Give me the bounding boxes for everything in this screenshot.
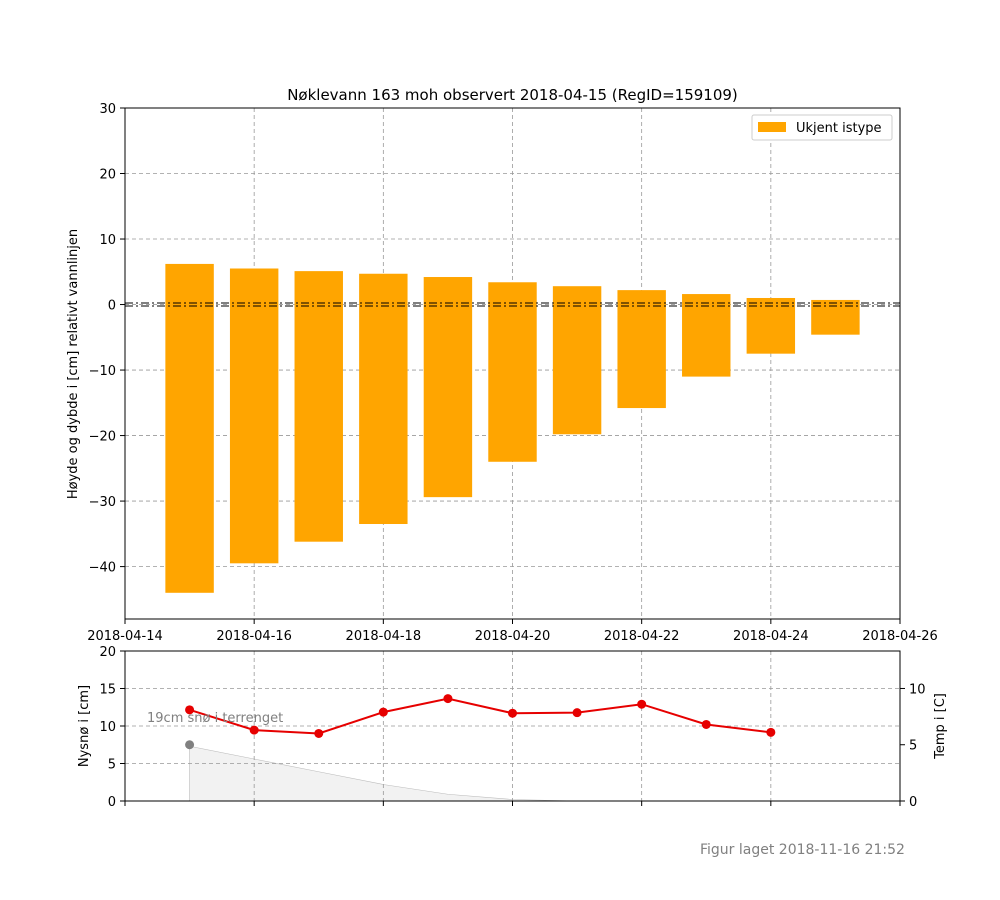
legend-swatch [758,122,786,132]
x-tick-label: 2018-04-24 [733,629,809,644]
temp-line [189,697,771,735]
main-chart-axes: 30 20 10 0 −10 −20 −30 −40 2018-04-14 2018-04-16 2… [87,102,938,644]
temp-point [249,725,259,735]
temperature-line [185,694,776,750]
figure-created-note: Figur laget 2018-11-16 21:52 [700,842,905,858]
x-tick-label: 2018-04-18 [346,629,422,644]
x-tick-label: 2018-04-26 [862,629,938,644]
y-tick-label: −40 [89,561,116,576]
y-tick-label: 10 [99,233,116,248]
temp-axis-label: Temp i [C] [933,693,948,760]
ice-bar [552,286,602,435]
legend-box [751,114,893,141]
ice-bar [682,294,731,377]
y-tick-label: 10 [99,720,116,735]
ice-bar [165,263,214,593]
x-tick-label: 2018-04-16 [216,629,292,644]
temp-point [766,727,776,737]
snow-axis-label: Nysnø i [cm] [77,685,92,767]
x-tick-label: 2018-04-22 [604,629,680,644]
temp-point [637,699,647,709]
y-tick-label: 20 [99,168,116,183]
temp-point [572,708,582,718]
ice-bar [294,271,343,542]
snow-annotation: 19cm snø i terrenget [147,711,283,726]
y2-tick-label: 5 [909,739,917,754]
y2-tick-label: 10 [909,682,926,697]
y-tick-label: −10 [89,364,116,379]
ice-bar [488,282,537,462]
ice-bar [811,299,860,335]
y-tick-label: 15 [99,683,116,698]
y-tick-label: −30 [89,495,116,510]
y-tick-label: 0 [108,299,116,314]
ice-bar [746,297,796,354]
y2-tick-label: 0 [909,795,917,810]
temp-point [185,705,195,715]
ice-bar [229,268,279,564]
ice-bar [617,290,666,409]
x-tick-label: 2018-04-14 [87,629,163,644]
temp-point [508,708,517,718]
y-tick-label: 30 [99,102,116,117]
y-tick-label: 5 [108,758,116,773]
x-tick-label: 2018-04-20 [475,629,551,644]
y-tick-label: −20 [89,430,116,445]
temp-point [701,719,711,729]
temp-point [378,707,388,717]
lower-chart-axes: 0 5 10 15 20 0 5 10 [99,645,925,810]
ice-bar [423,277,473,498]
y-tick-label: 0 [108,795,116,810]
main-chart-bars [165,263,860,593]
y-axis-label: Høyde og dybde i [cm] relativt vannlinje… [66,229,81,499]
temp-point [314,728,324,738]
legend: Ukjent istype [751,114,893,141]
y-tick-label: 20 [99,645,116,660]
legend-label: Ukjent istype [796,121,882,136]
chart-title: Nøklevann 163 moh observert 2018-04-15 (… [287,86,738,104]
snow-depth-point [185,740,195,750]
waterline-reference [125,302,900,307]
ice-bar [359,273,408,525]
temp-point [443,694,453,704]
